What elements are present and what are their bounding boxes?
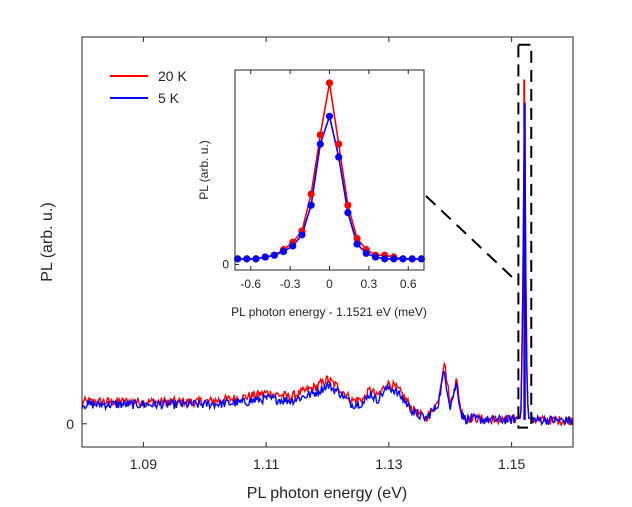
- main-series-line-5-k: [81, 153, 574, 426]
- inset-point-20-k: [307, 190, 315, 198]
- inset-point-5-k: [325, 112, 334, 120]
- inset-point-20-k: [325, 79, 334, 87]
- inset-y-ticks: 0: [222, 257, 239, 271]
- zoom-region-box: [517, 43, 533, 429]
- inset-x-tick-label: -0.3: [280, 277, 301, 291]
- dashed-box-annotation: [517, 43, 533, 429]
- main-series-group: [81, 79, 574, 427]
- inset-point-20-k: [344, 201, 352, 209]
- inset-point-5-k: [316, 140, 324, 148]
- inset-point-5-k: [371, 253, 380, 261]
- inset-x-tick-label: -0.6: [240, 277, 261, 291]
- inset-point-5-k: [390, 255, 398, 263]
- legend-label-20k: 20 K: [158, 68, 187, 84]
- inset-x-tick-label: 0.6: [400, 277, 417, 291]
- inset-y-tick-label: 0: [222, 257, 229, 271]
- main-x-ticks: 1.09 1.11 1.13 1.15: [130, 37, 525, 472]
- inset-point-20-k: [335, 140, 343, 148]
- main-plot: 1.09 1.11 1.13 1.15 0 PL photon energy (eV)…: [39, 36, 574, 502]
- inset-point-5-k: [344, 208, 352, 217]
- main-y-tick-label: 0: [66, 416, 74, 432]
- inset-x-ticks: -0.6 -0.3 0 0.3 0.6: [240, 70, 417, 291]
- inset-point-5-k: [234, 255, 242, 263]
- main-x-tick-label: 1.11: [253, 456, 279, 472]
- inset-point-5-k: [381, 255, 389, 263]
- inset-point-5-k: [252, 255, 260, 263]
- main-x-axis-label: PL photon energy (eV): [247, 485, 407, 502]
- inset-point-5-k: [335, 153, 343, 161]
- main-y-ticks: 0: [66, 416, 87, 432]
- inset-point-5-k: [408, 255, 416, 263]
- inset-point-20-k: [316, 131, 324, 139]
- inset-point-5-k: [279, 247, 288, 256]
- inset-point-5-k: [399, 255, 407, 263]
- zoom-connector-line: [425, 195, 513, 278]
- inset-series-group: [234, 79, 425, 263]
- inset-point-20-k: [353, 234, 361, 243]
- main-axes-frame: [81, 36, 574, 448]
- inset-point-5-k: [298, 231, 306, 239]
- inset-point-5-k: [261, 253, 269, 261]
- inset-point-5-k: [307, 201, 315, 209]
- main-y-axis-label: PL (arb. u.): [39, 202, 56, 281]
- main-x-tick-label: 1.13: [375, 456, 402, 472]
- legend-label-5k: 5 K: [158, 90, 180, 106]
- inset-background: [235, 70, 424, 270]
- main-x-tick-label: 1.15: [498, 456, 525, 472]
- inset-plot: -0.6 -0.3 0 0.3 0.6 0 PL photon energy - 1.1…: [197, 69, 427, 319]
- main-x-tick-label: 1.09: [130, 456, 157, 472]
- inset-point-5-k: [289, 242, 297, 250]
- inset-point-5-k: [243, 255, 251, 263]
- inset-y-axis-label: PL (arb. u.): [197, 140, 211, 200]
- inset-point-5-k: [270, 251, 278, 259]
- inset-point-5-k: [353, 240, 361, 248]
- inset-x-axis-label: PL photon energy - 1.1521 eV (meV): [231, 305, 427, 319]
- legend: 20 K 5 K: [110, 68, 187, 106]
- inset-point-5-k: [362, 249, 370, 257]
- inset-x-tick-label: 0: [326, 277, 333, 291]
- inset-x-tick-label: 0.3: [361, 277, 378, 291]
- inset-point-5-k: [417, 255, 425, 263]
